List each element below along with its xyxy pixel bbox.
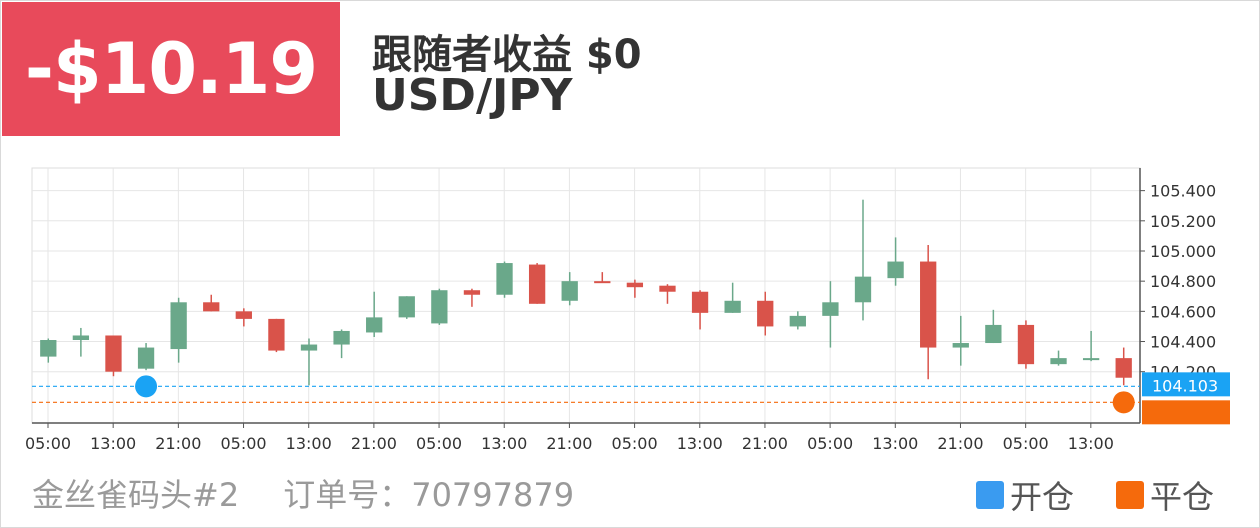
- x-tick-label: 21:00: [351, 434, 397, 453]
- y-tick-label: 104.600: [1150, 302, 1216, 321]
- candle-body-down: [1115, 358, 1132, 378]
- open-price-tag-label: 104.103: [1152, 376, 1218, 395]
- close-price-tag: [1142, 400, 1230, 425]
- x-tick-label: 21:00: [155, 434, 201, 453]
- candle-body-down: [594, 281, 611, 284]
- candle-body-up: [137, 347, 155, 369]
- candle-body-up: [366, 317, 383, 333]
- close-marker: [1112, 391, 1135, 414]
- candle-body-down: [463, 290, 481, 295]
- x-tick-label: 13:00: [286, 434, 332, 453]
- x-tick-label: 05:00: [612, 434, 658, 453]
- candle-body-up: [952, 343, 969, 348]
- candle-body-up: [40, 340, 57, 357]
- x-tick-label: 13:00: [677, 434, 723, 453]
- x-tick-label: 05:00: [25, 434, 71, 453]
- x-tick-label: 05:00: [807, 434, 853, 453]
- plot-area: [31, 167, 1141, 424]
- candle-body-up: [887, 261, 904, 279]
- candle-body-up: [1050, 358, 1067, 365]
- candle-body-down: [528, 264, 546, 304]
- x-tick-label: 05:00: [416, 434, 462, 453]
- candle-body-up: [1082, 358, 1100, 361]
- candle-body-up: [72, 335, 90, 341]
- candle-body-down: [691, 291, 709, 313]
- candle-body-up: [333, 330, 350, 345]
- y-tick-label: 105.400: [1150, 182, 1216, 201]
- candle-body-down: [268, 318, 285, 351]
- x-tick-label: 21:00: [937, 434, 983, 453]
- candle-body-up: [789, 315, 806, 327]
- candle-body-up: [985, 324, 1002, 344]
- candle-body-down: [757, 300, 774, 327]
- x-tick-label: 13:00: [872, 434, 918, 453]
- legend-close: 平仓: [1116, 472, 1214, 518]
- x-tick-label: 13:00: [1068, 434, 1114, 453]
- candle-body-up: [496, 263, 513, 295]
- x-tick-label: 13:00: [90, 434, 136, 453]
- x-tick-label: 21:00: [742, 434, 788, 453]
- candle-body-down: [105, 335, 122, 372]
- x-tick-label: 21:00: [546, 434, 592, 453]
- open-swatch-icon: [976, 481, 1004, 509]
- candle-body-up: [822, 302, 839, 316]
- y-tick-label: 104.800: [1150, 272, 1216, 291]
- y-tick-label: 105.200: [1150, 212, 1216, 231]
- y-tick-label: 105.000: [1150, 242, 1216, 261]
- order-label: 订单号：: [283, 476, 412, 514]
- legend-close-label: 平仓: [1150, 478, 1215, 516]
- close-swatch-icon: [1116, 481, 1144, 509]
- y-tick-label: 104.400: [1150, 333, 1216, 352]
- footer-info: 金丝雀码头#2 订单号：70797879: [32, 470, 574, 516]
- legend-open-label: 开仓: [1010, 478, 1075, 516]
- x-tick-label: 05:00: [1003, 434, 1049, 453]
- pnl-badge: -$10.19: [2, 2, 340, 136]
- candle-body-down: [920, 261, 937, 348]
- follower-profit: 跟随者收益 $0: [372, 32, 642, 78]
- candle-body-up: [724, 300, 741, 313]
- x-tick-label: 13:00: [481, 434, 527, 453]
- candle-body-down: [203, 302, 220, 312]
- open-price-tag: [1142, 372, 1230, 397]
- price-chart: 05:00 13:00 21:00 05:00 13:00 21:00 05:00 13:00…: [0, 140, 1260, 470]
- candle-body-down: [1017, 324, 1035, 365]
- order-id: 70797879: [411, 476, 575, 514]
- open-marker: [135, 375, 158, 398]
- candle-body-up: [300, 344, 318, 351]
- candle-body-up: [431, 290, 448, 324]
- trader-name: 金丝雀码头#2: [32, 476, 240, 514]
- candle-body-down: [659, 285, 676, 292]
- candlestick-chart: 05:00 13:00 21:00 05:00 13:00 21:00 05:00 13:00…: [25, 167, 1230, 453]
- candle-body-down: [626, 282, 644, 288]
- legend-open: 开仓: [976, 472, 1074, 518]
- candle-body-up: [561, 281, 578, 301]
- symbol-title: USD/JPY: [372, 70, 573, 121]
- candle-body-up: [854, 276, 872, 303]
- pnl-value: -$10.19: [24, 28, 318, 110]
- x-tick-label: 05:00: [220, 434, 266, 453]
- candle-body-up: [170, 302, 187, 350]
- candle-body-down: [235, 311, 252, 319]
- candle-body-up: [398, 296, 415, 318]
